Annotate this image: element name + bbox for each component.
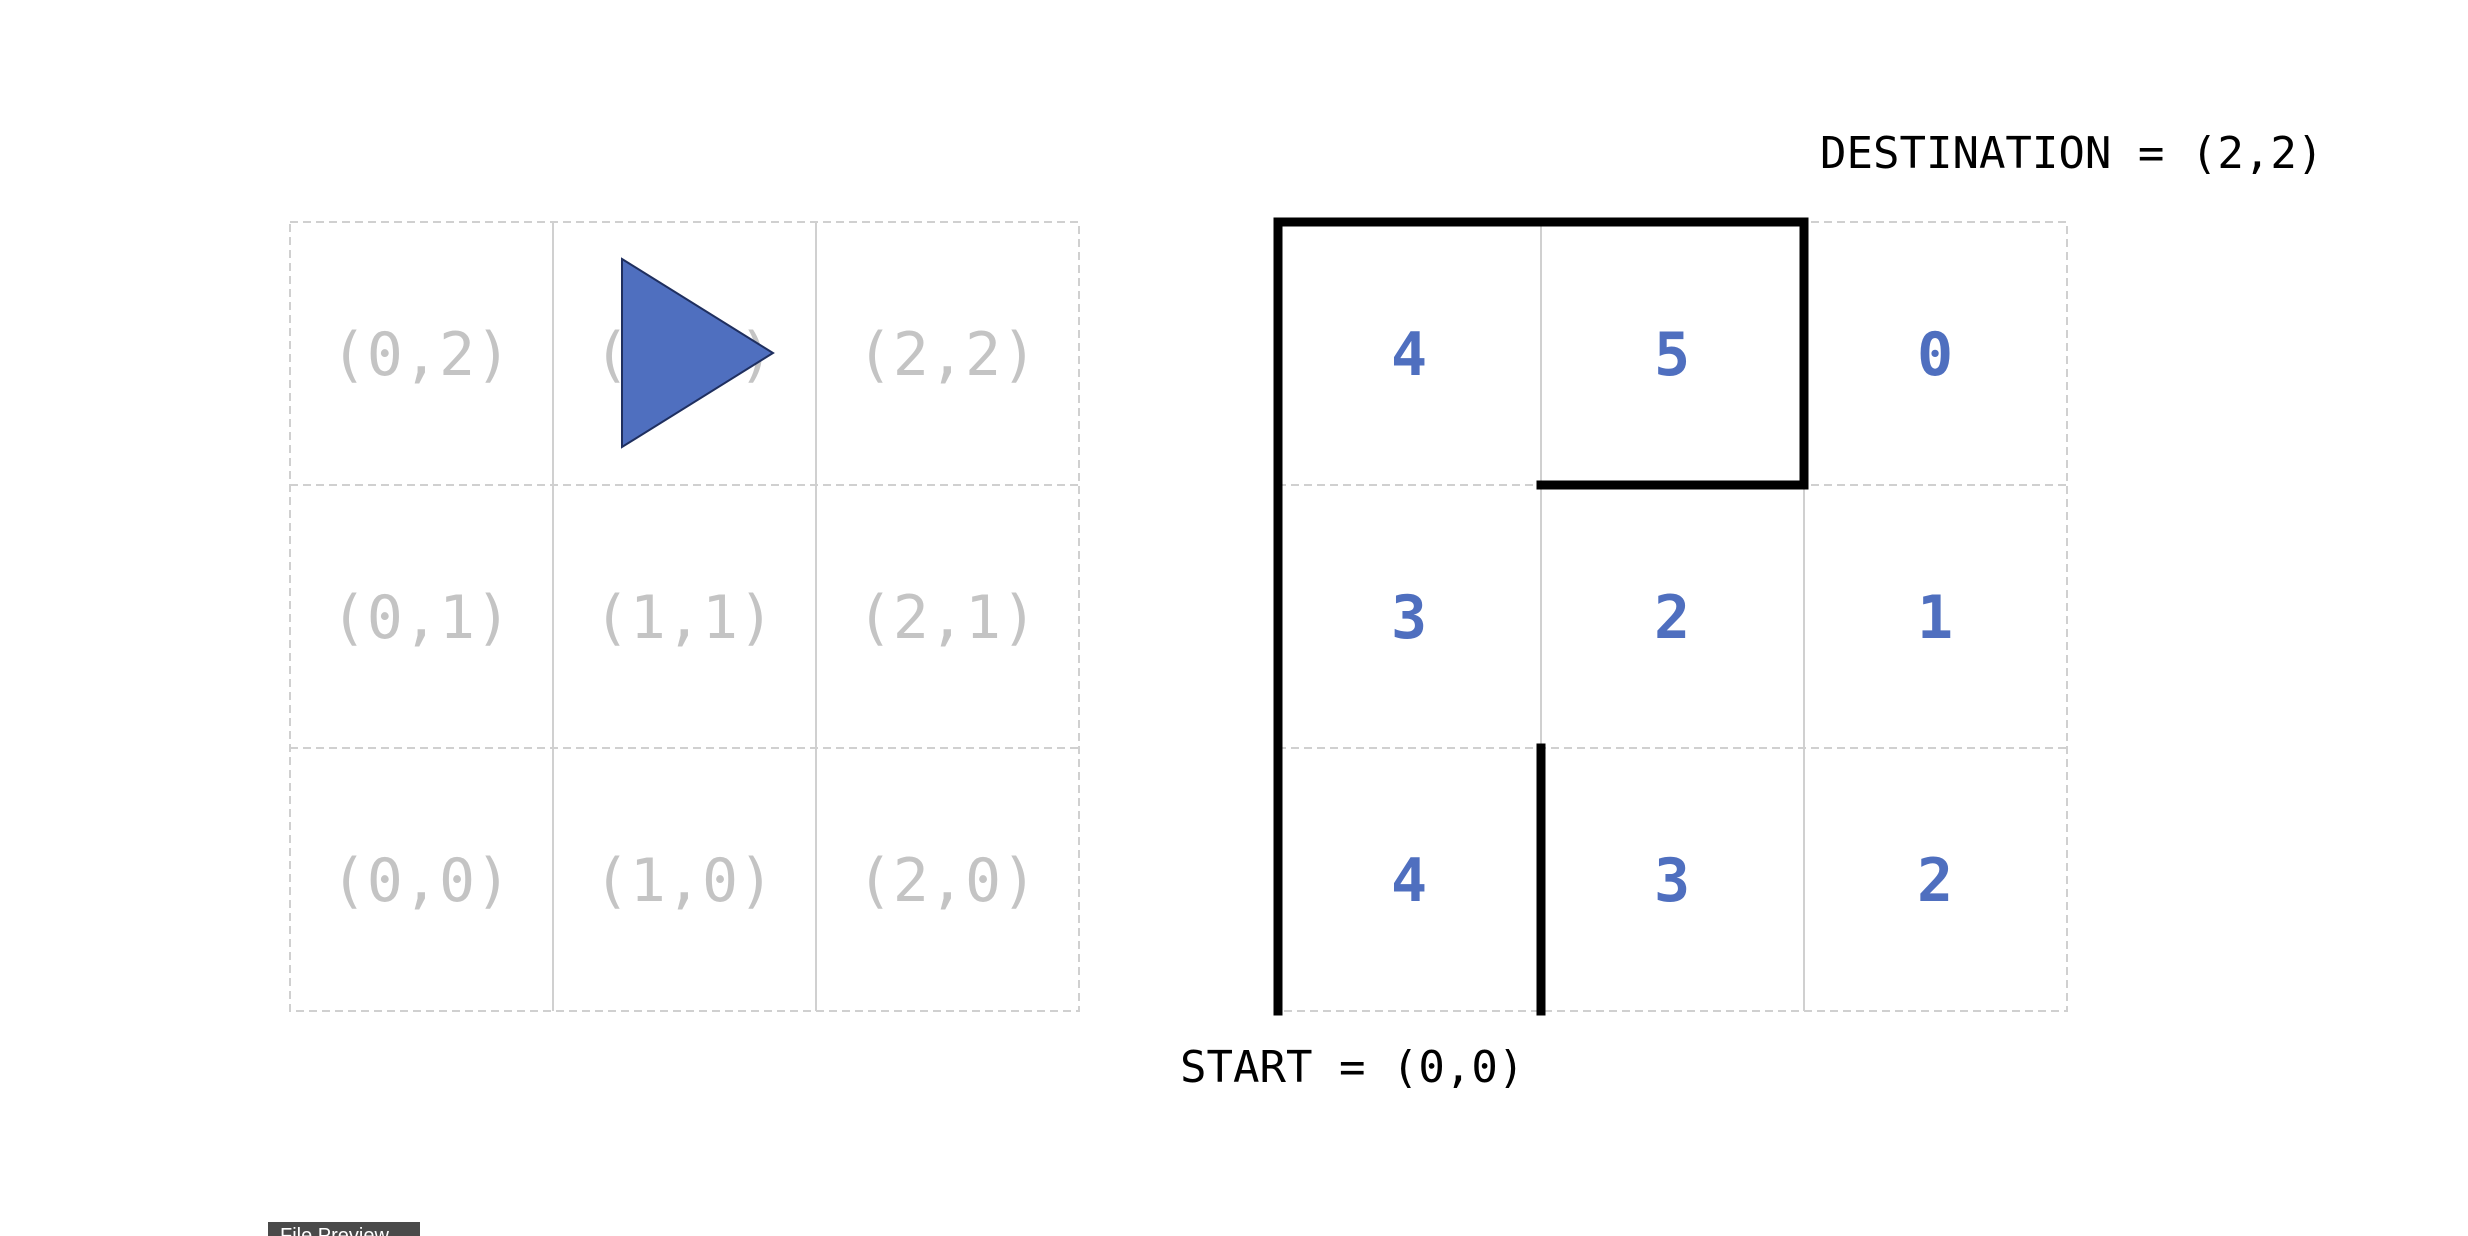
coordinate-grid-border	[289, 221, 1080, 1012]
distance-value-0-1: 3	[1391, 583, 1427, 653]
distance-value-2-1: 1	[1917, 583, 1953, 653]
cell-label-0-0: (0,0)	[331, 846, 512, 916]
distance-grid: 4 5 0 3 2 1 4 3 2	[1273, 217, 2068, 1016]
agent-arrow-icon	[621, 257, 775, 449]
distance-value-0-2: 4	[1391, 320, 1427, 390]
cell-label-0-1: (0,1)	[331, 583, 512, 653]
distance-value-0-0: 4	[1391, 846, 1427, 916]
distance-value-1-0: 3	[1654, 846, 1690, 916]
cell-label-2-0: (2,0)	[857, 846, 1038, 916]
distance-value-1-2: 5	[1654, 320, 1690, 390]
destination-label: DESTINATION = (2,2)	[1820, 128, 2323, 179]
cell-label-2-2: (2,2)	[857, 320, 1038, 390]
distance-value-2-0: 2	[1917, 846, 1953, 916]
distance-value-1-1: 2	[1654, 583, 1690, 653]
maze-walls	[1273, 217, 1809, 1016]
cell-label-1-1: (1,1)	[594, 583, 775, 653]
coordinate-grid: (0,2) (1,2) (2,2) (0,1) (1,1) (2,1) (0,0…	[289, 221, 1080, 1012]
cell-label-0-2: (0,2)	[331, 320, 512, 390]
file-preview-tab[interactable]: File Preview	[268, 1222, 420, 1236]
start-label: START = (0,0)	[1180, 1042, 1524, 1093]
distance-value-2-2: 0	[1917, 320, 1953, 390]
cell-label-2-1: (2,1)	[857, 583, 1038, 653]
cell-label-1-0: (1,0)	[594, 846, 775, 916]
